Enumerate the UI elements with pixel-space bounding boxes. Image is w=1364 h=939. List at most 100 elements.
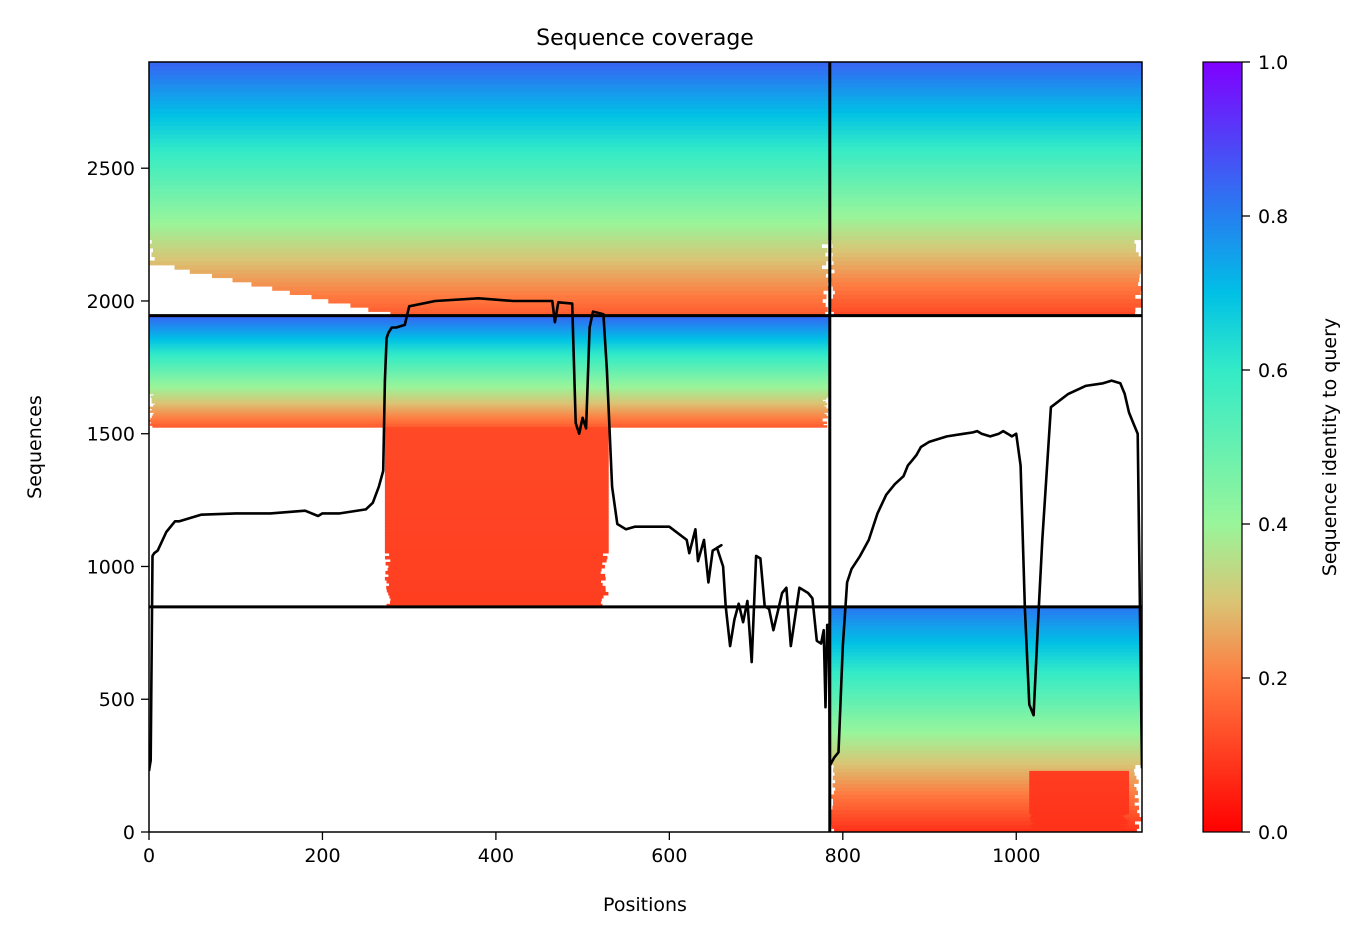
- heatmap-band: [1029, 795, 1129, 797]
- heatmap-band: [149, 323, 830, 326]
- heatmap-band: [149, 419, 823, 423]
- heatmap-band: [152, 425, 828, 428]
- heatmap-band: [829, 176, 1142, 181]
- heatmap-band: [829, 91, 1142, 97]
- heatmap-band: [832, 775, 1137, 781]
- heatmap-band: [829, 112, 1142, 118]
- heatmap-band: [149, 380, 830, 384]
- heatmap-band: [829, 62, 1142, 67]
- heatmap-band: [829, 711, 1142, 717]
- heatmap-band: [1035, 818, 1125, 821]
- heatmap-band: [1033, 828, 1126, 831]
- heatmap-band: [829, 674, 1142, 679]
- heatmap-band: [835, 787, 1137, 792]
- heatmap-band: [1029, 771, 1129, 774]
- heatmap-band: [149, 347, 830, 350]
- heatmap-band: [1029, 806, 1129, 809]
- heatmap-band: [1029, 810, 1129, 813]
- heatmap-band: [150, 243, 822, 249]
- heatmap-band: [149, 235, 830, 241]
- y-tick-label: 1500: [87, 424, 135, 446]
- heatmap-band: [149, 319, 830, 322]
- heatmap-band: [149, 375, 830, 378]
- heatmap-band: [387, 567, 602, 572]
- heatmap-band: [390, 558, 607, 563]
- heatmap-band: [829, 205, 1142, 211]
- heatmap-band: [368, 307, 828, 312]
- heatmap-band: [149, 334, 830, 337]
- heatmap-band: [149, 171, 830, 177]
- heatmap-band: [829, 78, 1142, 84]
- heatmap-band: [149, 62, 830, 67]
- heatmap-band: [829, 180, 1142, 186]
- heatmap-band: [384, 442, 609, 446]
- heatmap-band: [829, 231, 1142, 236]
- x-tick-label: 800: [825, 845, 861, 867]
- heatmap-band: [151, 397, 827, 400]
- heatmap-band: [832, 252, 1139, 257]
- y-tick-label: 2500: [87, 158, 135, 180]
- heatmap-band: [149, 95, 830, 101]
- heatmap-band: [829, 226, 1142, 232]
- heatmap-band: [829, 74, 1142, 80]
- heatmap-band: [1029, 774, 1129, 776]
- heatmap-band: [829, 696, 1142, 702]
- heatmap-band: [829, 625, 1142, 630]
- heatmap-band: [384, 439, 609, 443]
- heatmap-band: [149, 133, 830, 139]
- y-tick-label: 500: [99, 689, 135, 711]
- heatmap-band: [829, 167, 1142, 173]
- heatmap-band: [149, 66, 830, 71]
- heatmap-band: [151, 408, 830, 411]
- heatmap-band: [829, 723, 1142, 728]
- heatmap-band: [232, 277, 829, 283]
- colorbar-tick-label: 1.0: [1258, 52, 1288, 74]
- heatmap-band: [1029, 786, 1129, 788]
- heatmap-band: [829, 708, 1142, 713]
- colorbar-label: Sequence identity to query: [1319, 318, 1341, 576]
- heatmap-band: [384, 528, 609, 533]
- heatmap-band: [384, 490, 609, 494]
- heatmap-band: [1029, 808, 1129, 811]
- heatmap-band: [151, 399, 824, 402]
- heatmap-band: [149, 226, 830, 232]
- heatmap-band: [149, 83, 830, 88]
- heatmap-band: [829, 734, 1142, 739]
- heatmap-band: [829, 753, 1142, 758]
- heatmap-band: [149, 87, 830, 93]
- heatmap-band: [829, 648, 1142, 653]
- heatmap-band: [389, 594, 604, 599]
- heatmap-band: [384, 523, 609, 527]
- heatmap-band: [1029, 782, 1129, 784]
- heatmap-band: [149, 78, 830, 84]
- heatmap-band: [829, 670, 1142, 675]
- heatmap-band: [149, 350, 830, 354]
- heatmap-band: [272, 286, 830, 291]
- heatmap-band: [149, 214, 830, 219]
- heatmap-band: [149, 125, 830, 131]
- heatmap-band: [149, 142, 830, 148]
- domain-2-alignments: [829, 62, 1142, 317]
- colorbar: [1202, 61, 1243, 833]
- heatmap-band: [384, 436, 609, 440]
- heatmap-band: [149, 352, 830, 356]
- heatmap-band: [829, 693, 1142, 698]
- heatmap-band: [149, 326, 830, 330]
- heatmap-band: [149, 138, 830, 143]
- heatmap-band: [835, 779, 1139, 784]
- heatmap-band: [149, 209, 830, 215]
- heatmap-band: [829, 689, 1142, 694]
- heatmap-band: [311, 294, 827, 300]
- heatmap-band: [384, 457, 609, 461]
- alignment-heatmap: [149, 62, 1142, 832]
- heatmap-band: [829, 184, 1142, 190]
- heatmap-band: [149, 222, 830, 228]
- domain-1b-alignments: [149, 315, 830, 428]
- heatmap-band: [149, 410, 829, 413]
- heatmap-band: [384, 534, 609, 539]
- heatmap-band: [149, 184, 830, 190]
- heatmap-band: [829, 142, 1142, 148]
- heatmap-band: [829, 700, 1142, 706]
- heatmap-band: [149, 349, 830, 352]
- heatmap-band: [149, 362, 830, 365]
